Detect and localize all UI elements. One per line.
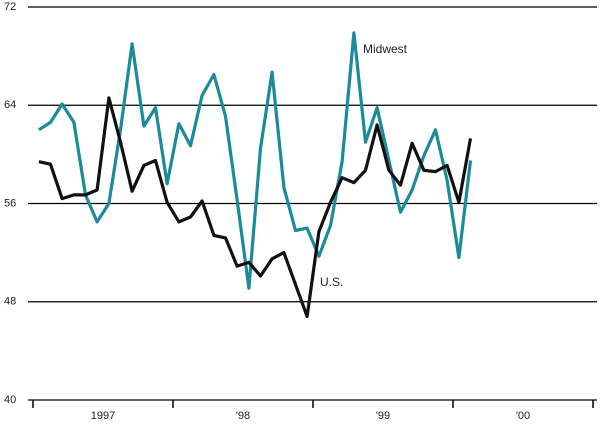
series-label: Midwest (363, 42, 408, 56)
x-tick-label: '98 (236, 410, 250, 422)
x-tick-label: '99 (376, 410, 390, 422)
y-tick-label: 48 (4, 296, 16, 308)
series-line (38, 96, 473, 319)
y-tick-label: 64 (4, 99, 16, 111)
series-line (38, 31, 473, 290)
x-tick-label: '00 (516, 410, 530, 422)
y-tick-label: 40 (4, 394, 16, 406)
series-label: U.S. (320, 275, 343, 289)
y-tick-label: 56 (4, 197, 16, 209)
y-tick-label: 72 (4, 1, 16, 13)
x-tick-label: 1997 (91, 410, 115, 422)
